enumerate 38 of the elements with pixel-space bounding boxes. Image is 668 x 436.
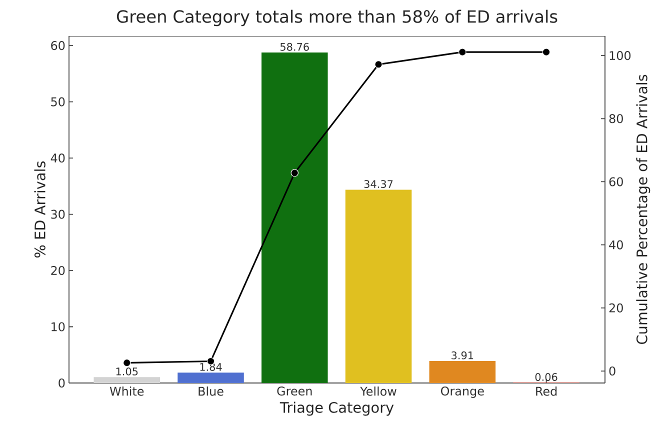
point [122, 358, 131, 367]
bar [429, 361, 496, 383]
y2-tick-label: 80 [609, 114, 623, 124]
y-tick-label: 10 [52, 322, 65, 332]
x-tick-label: Blue [198, 386, 224, 396]
point [542, 48, 550, 56]
y-tick-label: 50 [51, 97, 65, 106]
x-tick-label: Green [277, 386, 312, 396]
point [290, 169, 299, 177]
y2-tick-label: 100 [610, 51, 631, 60]
data-label: 58.76 [280, 42, 309, 51]
point [374, 60, 382, 68]
bar [178, 372, 244, 383]
y2-tick-label: 20 [609, 303, 623, 312]
data-label: 3.91 [452, 351, 474, 360]
point [458, 48, 466, 56]
x-tick-label: Yellow [360, 386, 396, 396]
y2-tick-label: 40 [609, 240, 623, 250]
bar [94, 377, 160, 383]
chart-title: Green Category totals more than 58% of ED arrivals [116, 10, 558, 26]
data-label: 34.37 [364, 180, 393, 188]
y2-axis-title: Cumulative Percentage of ED Arrivals [636, 74, 650, 344]
y2-tick-label: 60 [609, 177, 623, 186]
y-tick-label: 60 [51, 41, 65, 50]
y-tick-label: 0 [58, 378, 65, 388]
y-tick-label: 40 [50, 154, 65, 163]
x-tick-label: White [110, 386, 144, 396]
data-label: 0.06 [535, 373, 558, 381]
y2-tick-label: 0 [609, 366, 616, 376]
bar [345, 190, 412, 383]
y-axis-title: % ED Arrivals [34, 161, 46, 258]
y-tick-label: 30 [51, 210, 65, 219]
data-label: 1.05 [116, 367, 138, 376]
bar [262, 52, 328, 383]
y-tick-label: 20 [51, 266, 65, 276]
x-axis-title: Triage Category [280, 402, 394, 416]
x-tick-label: Orange [440, 386, 484, 398]
x-tick-label: Red [536, 386, 557, 396]
